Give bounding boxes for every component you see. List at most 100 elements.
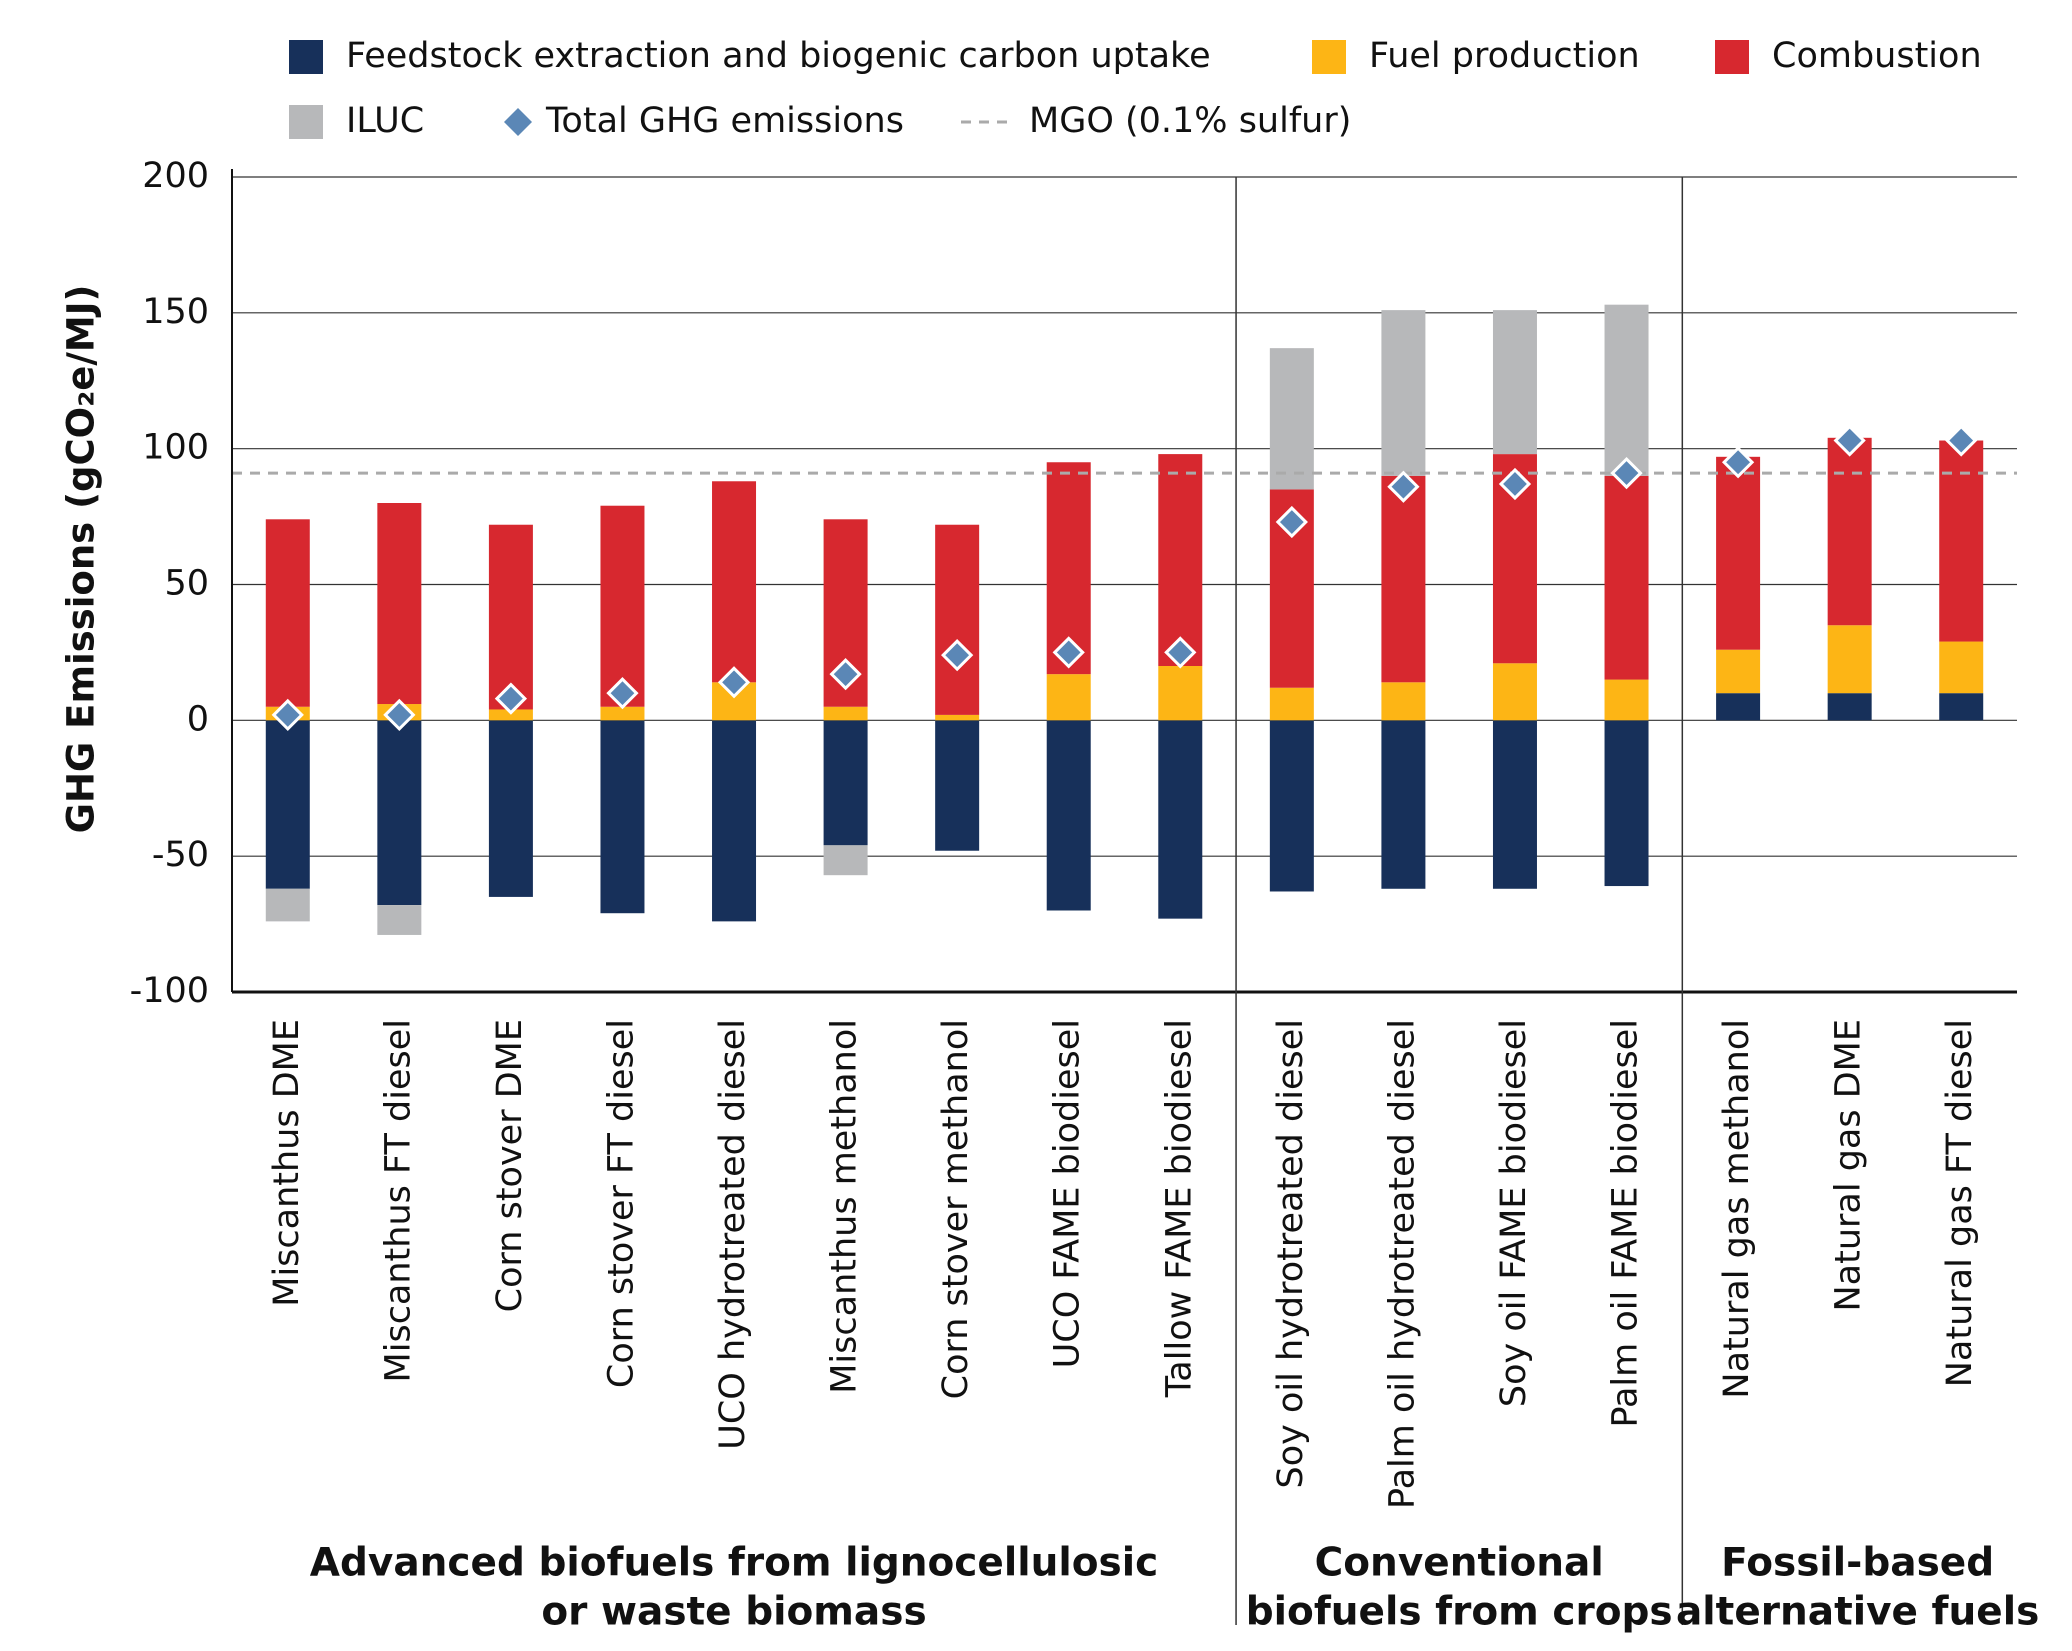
bar-segment [1827,693,1872,721]
legend-label: Combustion [1772,36,1982,76]
bar-segment [1939,693,1984,721]
x-tick-label: Natural gas DME [1829,1019,1869,1312]
bar-segment [1381,682,1426,721]
bar-segment [265,720,310,889]
legend-label: Total GHG emissions [545,101,904,141]
total-marker [383,698,416,732]
x-tick-label: Natural gas methanol [1717,1019,1757,1399]
y-axis-title: GHG Emissions (gCO₂e/MJ) [60,285,103,834]
legend-swatch [504,108,532,136]
total-marker [941,639,974,672]
x-tick-label: Tallow FAME biodiesel [1159,1019,1199,1398]
bar-segment [1716,649,1761,694]
bar-segment [488,709,533,721]
bar-segment [1158,454,1203,666]
bar-segment [1381,475,1426,683]
bar-segment [935,524,980,715]
bar-segment [1939,440,1984,642]
legend-swatch [1312,40,1346,74]
bar-segment [1046,720,1091,911]
group-label: Advanced biofuels from lignocellulosic [310,1541,1158,1586]
legend-swatch [289,105,323,139]
y-tick-label: 100 [142,428,209,468]
bar-segment [265,888,310,922]
bar-segment [1604,679,1649,721]
legend-swatch [1715,40,1749,74]
total-marker [1498,467,1532,501]
legend-label: Fuel production [1369,36,1640,76]
bar-segment [600,505,645,707]
bar-segment [1716,456,1761,650]
legend-label: MGO (0.1% sulfur) [1029,101,1351,141]
bar-segment [1604,720,1649,887]
bar-segment [1604,475,1649,680]
bar-segment [377,720,422,906]
y-tick-label: -50 [152,835,209,875]
bar-segment [1827,625,1872,694]
x-tick-label: Corn stover methanol [936,1019,976,1399]
total-marker [606,677,639,710]
x-tick-label: Corn stover DME [490,1019,530,1312]
legend-label: ILUC [346,101,424,141]
y-tick-label: 0 [187,699,209,739]
y-tick-label: 200 [142,156,209,196]
x-tick-label: Palm oil hydrotreated diesel [1382,1019,1422,1509]
bar-segment [1269,720,1314,892]
bar-segment [1939,641,1984,694]
bar-segment [488,524,533,710]
group-label: alternative fuels [1676,1590,2039,1635]
y-tick-label: 50 [164,564,209,604]
bar-segment [600,720,645,914]
bar-segment [377,905,422,935]
total-marker [1721,446,1755,479]
x-tick-label: Miscanthus methanol [825,1019,865,1394]
bar-segment [712,720,757,922]
total-marker [717,666,751,699]
x-tick-label: Soy oil hydrotreated diesel [1271,1019,1311,1489]
total-marker [829,658,862,691]
bar-segment [823,845,868,876]
total-marker [1387,470,1420,503]
bar-segment [935,714,980,721]
group-label: Fossil-based [1721,1541,1994,1586]
total-marker [1275,505,1308,539]
group-label: biofuels from crops [1246,1590,1673,1635]
bar-segment [377,503,422,705]
y-tick-label: -100 [130,971,209,1011]
bar-segment [712,481,757,683]
bar-segment [1046,674,1091,721]
bar-segment [1158,720,1203,919]
group-label: or waste biomass [541,1590,926,1635]
x-tick-label: Palm oil FAME biodiesel [1606,1019,1646,1428]
total-marker [1052,636,1085,669]
bar-segment [1269,687,1314,721]
total-marker [1945,424,1978,457]
bar-segment [1381,720,1426,889]
bar-segment [1158,666,1203,721]
x-tick-label: Miscanthus DME [267,1019,307,1307]
bar-segment [935,720,980,851]
x-tick-label: UCO hydrotreated diesel [713,1019,753,1450]
x-tick-label: UCO FAME biodiesel [1048,1019,1088,1368]
total-marker [1164,636,1197,669]
legend-label: Feedstock extraction and biogenic carbon… [346,36,1211,76]
bar-segment [1827,437,1872,626]
bar-segment [1492,720,1537,889]
x-tick-label: Soy oil FAME biodiesel [1494,1019,1534,1407]
total-marker [494,682,528,715]
bar-segment [823,720,868,846]
x-tick-label: Corn stover FT diesel [601,1019,641,1388]
bar-segment [1381,310,1426,476]
bar-segment [1604,304,1649,476]
bar-segment [823,706,868,721]
bar-segment [265,519,310,707]
total-marker [1833,424,1866,457]
x-tick-label: Natural gas FT diesel [1940,1019,1980,1387]
bar-segment [600,706,645,721]
total-marker [271,698,304,732]
bar-segment [1492,663,1537,721]
y-tick-label: 150 [142,292,209,332]
x-tick-label: Miscanthus FT diesel [378,1019,418,1382]
bar-segment [1492,310,1537,455]
